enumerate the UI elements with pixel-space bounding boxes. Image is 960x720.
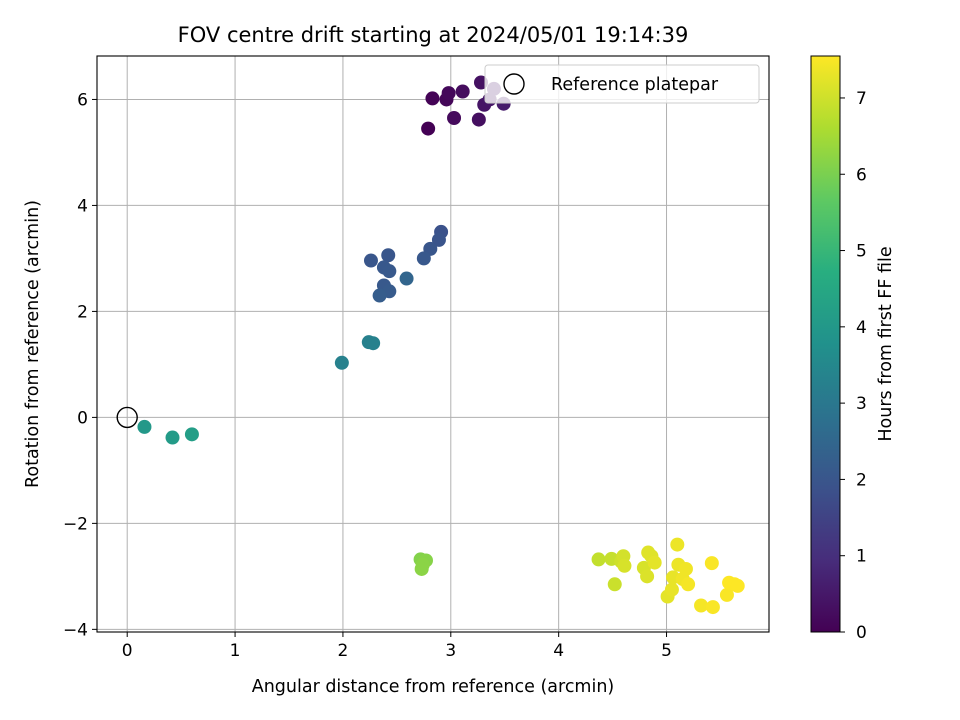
x-tick-label: 2 — [338, 641, 349, 661]
plot-frame — [96, 55, 770, 633]
y-tick-label: 2 — [77, 302, 88, 322]
data-point — [640, 569, 655, 584]
x-tick-label: 3 — [445, 641, 456, 661]
data-point — [399, 271, 414, 286]
colorbar-tick-label: 3 — [856, 394, 867, 414]
data-point — [184, 427, 199, 442]
reference-marker-layer — [116, 406, 138, 429]
legend-reference-marker — [503, 73, 525, 95]
reference-platepar-marker — [116, 406, 138, 429]
x-axis-label: Angular distance from reference (arcmin) — [252, 677, 615, 697]
y-tick-label: 4 — [77, 196, 88, 216]
data-point — [694, 598, 709, 613]
data-point — [421, 121, 436, 136]
data-point — [382, 264, 397, 279]
colorbar-tick-label: 2 — [856, 470, 867, 490]
data-point — [670, 537, 685, 552]
colorbar-ticks: 0 1 2 3 4 5 6 7 — [840, 89, 867, 643]
colorbar-tick-label: 6 — [856, 165, 867, 185]
x-tick-label: 1 — [230, 641, 241, 661]
data-point — [372, 288, 387, 303]
data-point — [431, 232, 446, 247]
grid-lines — [97, 56, 769, 632]
legend-box — [484, 64, 760, 104]
data-point — [334, 355, 349, 370]
data-point — [704, 556, 719, 571]
data-point — [165, 430, 180, 445]
data-point — [414, 561, 429, 576]
data-point — [471, 112, 486, 127]
legend: Reference platepar — [484, 64, 760, 104]
data-point — [591, 552, 606, 567]
x-tick-label: 4 — [553, 641, 564, 661]
x-axis-ticks: 0 1 2 3 4 5 — [122, 632, 672, 661]
y-axis-label: Rotation from reference (arcmin) — [23, 200, 43, 488]
data-point — [705, 600, 720, 615]
colorbar-tick-label: 1 — [856, 547, 867, 567]
data-point — [425, 91, 440, 106]
data-point — [678, 561, 693, 576]
colorbar — [811, 56, 840, 632]
data-point — [681, 577, 696, 592]
legend-entry-reference: Reference platepar — [551, 75, 719, 95]
x-tick-label: 0 — [122, 641, 133, 661]
x-tick-label: 5 — [661, 641, 672, 661]
data-points — [137, 75, 745, 615]
data-point — [719, 587, 734, 602]
data-point — [363, 253, 378, 268]
data-point — [416, 251, 431, 266]
data-point — [664, 582, 679, 597]
data-point — [455, 84, 470, 99]
data-point — [730, 578, 745, 593]
data-point — [381, 248, 396, 263]
data-point — [137, 419, 152, 434]
data-point — [441, 86, 456, 101]
colorbar-tick-label: 7 — [856, 89, 867, 109]
y-tick-label: 0 — [77, 408, 88, 428]
data-point — [617, 558, 632, 573]
colorbar-tick-label: 5 — [856, 242, 867, 262]
data-point — [647, 555, 662, 570]
y-tick-label: 6 — [77, 90, 88, 110]
chart-title: FOV centre drift starting at 2024/05/01 … — [178, 23, 689, 47]
colorbar-frame — [810, 55, 841, 633]
colorbar-tick-label: 4 — [856, 318, 867, 338]
y-tick-label: −4 — [63, 620, 88, 640]
data-point — [366, 336, 381, 351]
data-point — [447, 110, 462, 125]
y-axis-ticks: −4 −2 0 2 4 6 — [63, 90, 97, 640]
y-tick-label: −2 — [63, 514, 88, 534]
colorbar-tick-label: 0 — [856, 623, 867, 643]
data-point — [607, 577, 622, 592]
colorbar-label: Hours from first FF file — [876, 246, 896, 441]
